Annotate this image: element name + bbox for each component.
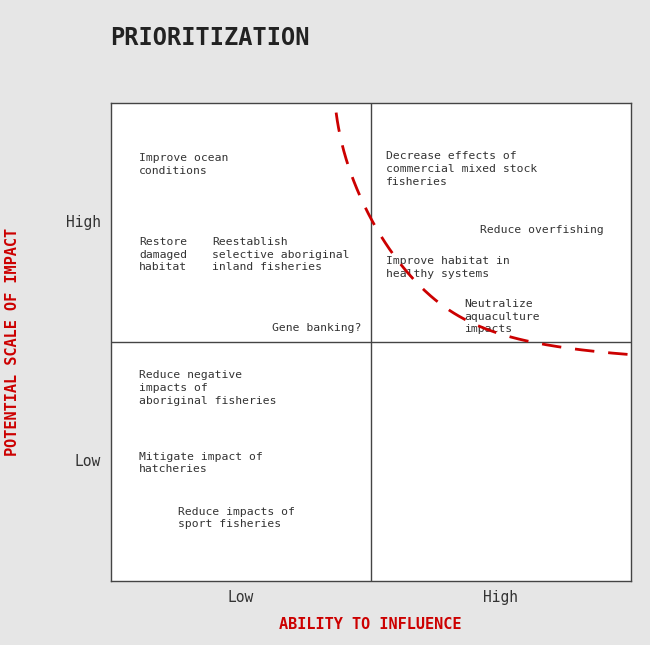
Text: Reduce impacts of
sport fisheries: Reduce impacts of sport fisheries (178, 506, 295, 530)
Text: Low: Low (75, 453, 101, 469)
Text: Restore
damaged
habitat: Restore damaged habitat (139, 237, 187, 272)
Text: POTENTIAL SCALE OF IMPACT: POTENTIAL SCALE OF IMPACT (5, 228, 21, 456)
Text: PRIORITIZATION: PRIORITIZATION (111, 26, 310, 50)
Text: Low: Low (227, 590, 254, 605)
Text: Reduce negative
impacts of
aboriginal fisheries: Reduce negative impacts of aboriginal fi… (139, 370, 277, 406)
Text: Improve habitat in
healthy systems: Improve habitat in healthy systems (386, 256, 510, 279)
Text: ABILITY TO INFLUENCE: ABILITY TO INFLUENCE (280, 617, 462, 632)
Text: Reduce overfishing: Reduce overfishing (480, 225, 603, 235)
Text: Decrease effects of
commercial mixed stock
fisheries: Decrease effects of commercial mixed sto… (386, 151, 538, 186)
Text: Improve ocean
conditions: Improve ocean conditions (139, 154, 229, 176)
Text: Neutralize
aquaculture
impacts: Neutralize aquaculture impacts (464, 299, 540, 335)
Text: Reestablish
selective aboriginal
inland fisheries: Reestablish selective aboriginal inland … (212, 237, 350, 272)
Text: Gene banking?: Gene banking? (272, 322, 361, 333)
Text: Mitigate impact of
hatcheries: Mitigate impact of hatcheries (139, 451, 263, 475)
Text: High: High (483, 590, 518, 605)
Text: High: High (66, 215, 101, 230)
